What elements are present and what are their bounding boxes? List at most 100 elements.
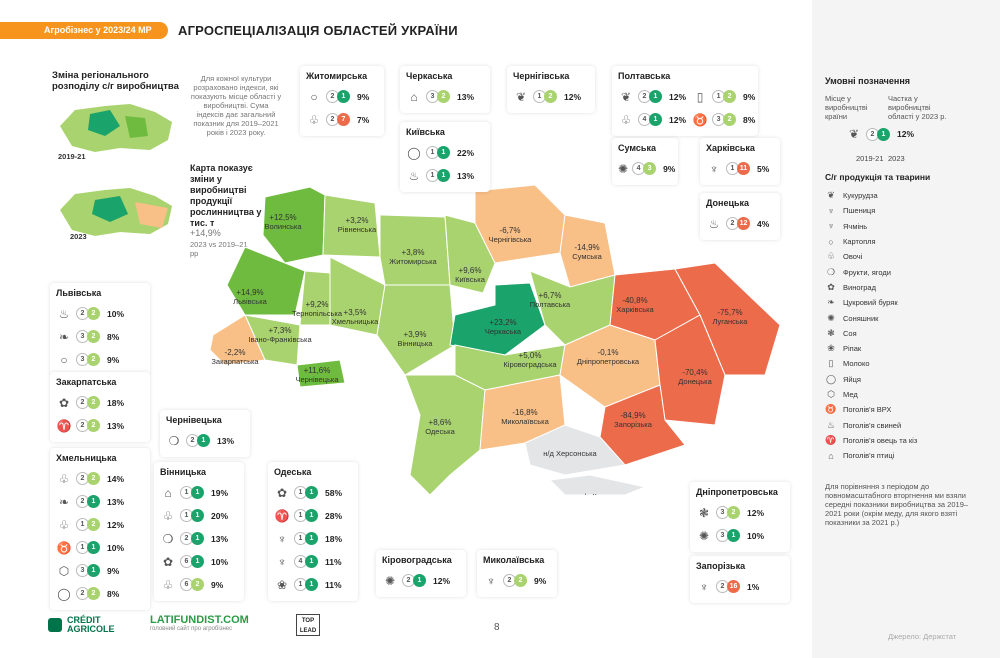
region-label: +3,9%Вінницька xyxy=(398,330,434,348)
soy-icon: ❃ xyxy=(698,505,710,520)
sheep-icon: ♈ xyxy=(56,418,72,433)
legend-title: Умовні позначення xyxy=(825,76,911,86)
region-card: Закарпатська ✿ 2 2 18% ♈ 2 2 13% xyxy=(50,372,150,442)
region-value: +3,5% xyxy=(344,308,367,317)
region-name: Закарпатська xyxy=(211,357,259,366)
product-row: ♧ 4 1 12% xyxy=(618,108,686,131)
grapes-icon: ✿ xyxy=(827,281,835,292)
region-label: +11,6%Чернівецька xyxy=(295,366,339,384)
brand-latifundist-sub: головний сайт про агробізнес xyxy=(150,626,233,632)
region-label: -40,8%Харківська xyxy=(616,296,654,314)
eggs-icon: ◯ xyxy=(825,373,837,384)
legend-item: ♉ Поголів'я ВРХ xyxy=(825,402,985,417)
region-card: Харківська ♆ 1 11 5% xyxy=(700,138,780,185)
rapeseed-icon: ❀ xyxy=(276,577,288,592)
product-row: ○ 3 2 9% xyxy=(56,348,144,371)
pigs-icon: ♨ xyxy=(408,168,420,183)
legend-item-label: Ріпак xyxy=(843,344,862,354)
corn-icon: ❦ xyxy=(827,190,835,201)
share-percent: 11% xyxy=(325,579,342,590)
legend-item: ✺ Соняшник xyxy=(825,310,985,325)
share-percent: 12% xyxy=(564,91,582,102)
share-percent: 12% xyxy=(747,507,765,518)
region-label: +3,8%Житомирська xyxy=(389,248,437,266)
region-value: -16,8% xyxy=(512,408,537,417)
region-card-rows: ⌂ 1 1 19% ♧ 1 1 20% ❍ 2 1 13% ✿ 6 1 10% ♧ 6 2 9% xyxy=(160,481,238,596)
share-percent: 9% xyxy=(743,91,756,102)
region-value: +6,7% xyxy=(539,291,562,300)
intro-text: Для кожної культури розраховано індекси,… xyxy=(190,74,282,137)
legend-item-label: Поголів'я овець та кіз xyxy=(843,435,918,445)
region-name: Миколаївська xyxy=(501,417,549,426)
share-percent: 5% xyxy=(757,163,770,174)
product-row: ♨ 2 2 10% xyxy=(56,302,144,325)
share-percent: 58% xyxy=(325,487,343,498)
share-percent: 1% xyxy=(747,581,760,592)
share-percent: 7% xyxy=(357,114,370,125)
soy-icon: ❃ xyxy=(827,327,835,338)
region-card-title: Полтавська xyxy=(618,71,671,81)
region-card: Миколаївська ♆ 2 2 9% xyxy=(477,550,557,597)
legend-item: ❍ Фрукти, ягоди xyxy=(825,264,985,279)
region-value: +3,9% xyxy=(404,330,427,339)
region-card-rows: ✿ 2 2 18% ♈ 2 2 13% xyxy=(56,391,144,437)
rank-2023: 2 xyxy=(723,90,737,103)
share-percent: 10% xyxy=(107,542,125,553)
rank-2023: 1 xyxy=(305,486,318,499)
latifundist-logo: LATIFUNDIST.COM головний сайт про агробі… xyxy=(150,614,249,632)
rank-2023: 1 xyxy=(727,529,740,542)
region-name: Полтавська xyxy=(530,300,571,309)
region-card-title: Одеська xyxy=(274,467,312,477)
share-percent: 11% xyxy=(325,556,342,567)
rank-2019: 3 xyxy=(426,90,439,103)
region-card-rows: ♨ 2 12 4% xyxy=(706,212,774,235)
product-row: ♧ 2 7 7% xyxy=(306,108,378,131)
region-value: +5,0% xyxy=(519,351,542,360)
barley-icon: ♆ xyxy=(827,221,835,232)
region-value: +14,9% xyxy=(236,288,263,297)
region-name: Запорізька xyxy=(614,420,653,429)
sunflower-icon: ✺ xyxy=(384,573,396,588)
region-card-title: Вінницька xyxy=(160,467,206,477)
product-row: ❧ 2 1 13% xyxy=(56,490,144,513)
product-row: ♧ 2 2 14% xyxy=(56,467,144,490)
sunflower-icon: ✺ xyxy=(698,528,710,543)
honey-icon: ⬡ xyxy=(827,389,835,399)
legend-item-label: Овочі xyxy=(843,252,863,262)
product-row: ◯ 1 1 22% xyxy=(406,141,484,164)
ukraine-map: +12,5%Волинська +3,2%Рівненська +3,8%Житом… xyxy=(209,184,781,495)
region-card-rows: ❍ 2 1 13% xyxy=(166,429,244,452)
rank-2023: 1 xyxy=(191,486,204,499)
legend-item: ♨ Поголів'я свиней xyxy=(825,417,985,432)
region-name: Вінницька xyxy=(398,339,434,348)
product-row: ♆ 2 2 9% xyxy=(483,569,551,592)
potato-icon: ○ xyxy=(828,236,834,247)
share-percent: 12% xyxy=(669,91,687,102)
sugar-beet-icon: ❧ xyxy=(827,297,835,308)
region-card: Сумська ✺ 4 3 9% xyxy=(612,138,678,185)
legend-item-label: Соя xyxy=(843,328,857,338)
vegetables-icon: ♧ xyxy=(826,251,836,262)
rank-2023: 1 xyxy=(87,564,100,577)
map-total-sub: 2023 vs 2019–21 рр xyxy=(190,240,248,258)
legend-item-label: Виноград xyxy=(843,282,876,292)
rank-2023: 2 xyxy=(544,90,557,103)
product-row: ♉ 1 1 10% xyxy=(56,536,144,559)
rank-2019: 3 xyxy=(716,529,729,542)
share-percent: 13% xyxy=(211,533,229,544)
vegetables-icon: ♧ xyxy=(58,517,70,532)
mini-map-2023 xyxy=(60,188,172,236)
region-card: Дніпропетровська ❃ 3 2 12% ✺ 3 1 10% xyxy=(690,482,790,552)
legend-item-label: Мед xyxy=(843,390,858,399)
product-row: ♉ 3 2 8% xyxy=(692,108,756,131)
